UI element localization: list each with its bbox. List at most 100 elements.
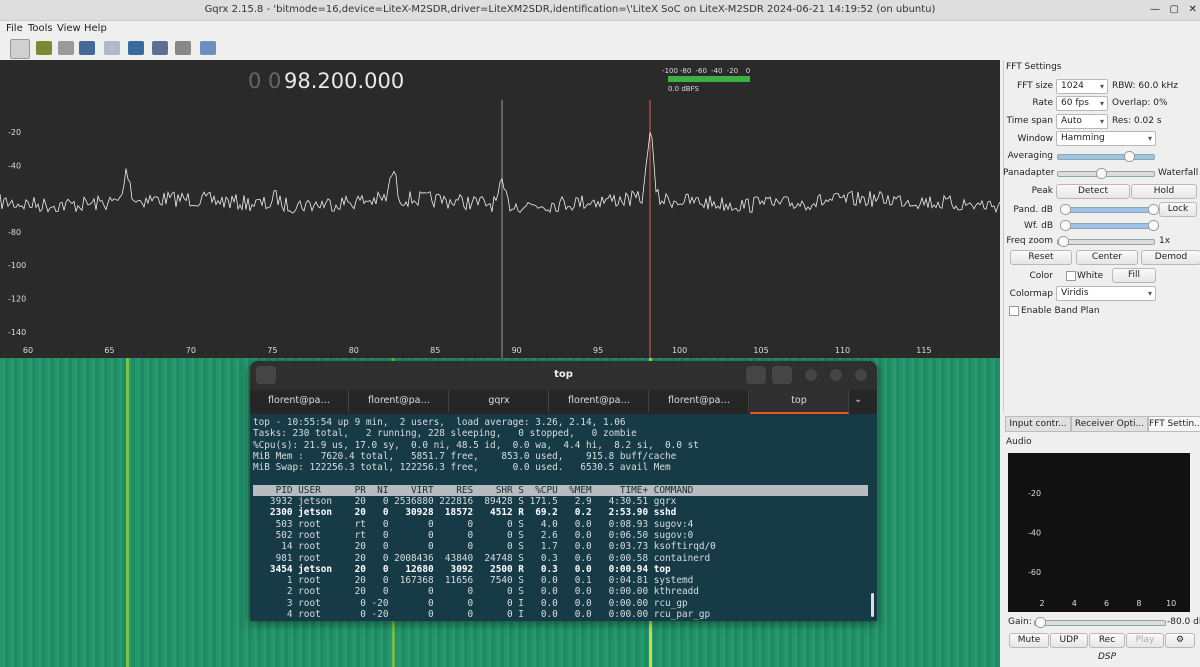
x-tick-label: 65: [104, 346, 114, 355]
rec-button[interactable]: Rec: [1089, 633, 1125, 648]
label: Gain:: [1008, 617, 1032, 627]
terminal-tab[interactable]: florent@pa…: [650, 390, 749, 412]
open-button[interactable]: [58, 41, 74, 55]
rbw: RBW: 60.0 kHz: [1112, 81, 1178, 91]
spectrum-plot: 0 0 98.200.000 0.0 dBFS -20-40-80-100-12…: [0, 60, 1000, 358]
pand-db-slider[interactable]: [1060, 204, 1159, 215]
meter-tick-label: -60: [695, 67, 706, 75]
frequency[interactable]: 98.200.000: [284, 69, 404, 93]
terminal-line: top - 10:55:54 up 9 min, 2 users, load a…: [253, 417, 626, 428]
save-button[interactable]: [79, 41, 95, 55]
start-button[interactable]: [10, 39, 30, 59]
window-controls[interactable]: — ▢ ✕: [1150, 4, 1197, 15]
meter-tick-label: -40: [711, 67, 722, 75]
process-row: 503 root rt 0 0 0 0 S 4.0 0.0 0:08.93 su…: [253, 518, 694, 530]
demod-button[interactable]: Demod: [1141, 250, 1200, 265]
process-row: 1 root 20 0 167368 11656 7540 S 0.0 0.1 …: [253, 575, 694, 587]
new-tab-button[interactable]: [256, 366, 276, 384]
display-button[interactable]: [128, 41, 144, 55]
averaging-slider[interactable]: [1057, 151, 1155, 162]
terminal-window: top florent@pa… florent@pa… gqrx florent@pa…: [250, 361, 877, 621]
y-tick-label: -20: [1028, 489, 1041, 498]
search-button[interactable]: [746, 366, 766, 384]
x-tick-label: 10: [1166, 599, 1176, 608]
freq-zoom-slider[interactable]: [1057, 236, 1155, 247]
y-tick-label: -140: [8, 328, 26, 337]
label: Rate: [1032, 98, 1053, 108]
menu-item[interactable]: File: [6, 23, 23, 34]
label: Pand. dB: [1013, 205, 1053, 215]
dock-tab[interactable]: Input contr...: [1005, 416, 1071, 432]
process-row: 3 root 0 -20 0 0 0 I 0.0 0.0 0:00.00 rcu…: [253, 597, 688, 609]
overlap: Overlap: 0%: [1112, 98, 1168, 108]
terminal-tab[interactable]: florent@pa…: [350, 390, 449, 412]
terminal-tab[interactable]: gqrx: [450, 390, 549, 412]
terminal-line: Tasks: 230 total, 2 running, 228 sleepin…: [253, 428, 637, 440]
wf-db-slider[interactable]: [1060, 220, 1159, 231]
process-row: 2 root 20 0 0 0 0 S 0.0 0.0 0:00.00 kthr…: [253, 586, 699, 598]
tab-list-button[interactable]: ⌄: [854, 394, 863, 405]
dock-tab[interactable]: Receiver Opti...: [1071, 416, 1148, 432]
band-plan-checkbox[interactable]: [1009, 306, 1019, 316]
minimize-button[interactable]: [805, 369, 817, 381]
process-row: 3932 jetson 20 0 2536880 222816 89428 S …: [253, 496, 677, 508]
terminal-tab[interactable]: florent@pa…: [250, 390, 349, 412]
label: Color: [1029, 271, 1054, 281]
label: Waterfall: [1158, 168, 1199, 178]
menu-item[interactable]: Tools: [28, 23, 53, 34]
fft-size-combo[interactable]: 1024: [1056, 79, 1108, 94]
y-tick-label: -40: [8, 161, 21, 170]
fill-button[interactable]: Fill: [1112, 268, 1156, 283]
y-tick-label: -40: [1028, 529, 1041, 538]
center-button[interactable]: Center: [1076, 250, 1138, 265]
terminal-line: %Cpu(s): 21.9 us, 17.0 sy, 0.0 ni, 48.5 …: [253, 439, 699, 451]
colormap-combo[interactable]: Viridis: [1056, 286, 1156, 301]
x-tick-label: 6: [1104, 599, 1109, 608]
window-combo[interactable]: Hamming: [1056, 131, 1156, 146]
reset-button[interactable]: Reset: [1010, 250, 1072, 265]
process-table-header: PID USER PR NI VIRT RES SHR S %CPU %MEM …: [253, 484, 868, 497]
terminal-tab[interactable]: florent@pa…: [550, 390, 649, 412]
dock-tab-active[interactable]: FFT Settin...: [1148, 416, 1200, 432]
label: Window: [1017, 134, 1054, 144]
gain-slider[interactable]: [1034, 617, 1166, 628]
play-button[interactable]: Play: [1126, 633, 1164, 648]
menu-item[interactable]: Help: [84, 23, 107, 34]
mute-button[interactable]: Mute: [1009, 633, 1049, 648]
fullscreen-button[interactable]: [200, 41, 216, 55]
maximize-button[interactable]: [830, 369, 842, 381]
tools-button[interactable]: [175, 41, 191, 55]
config-button[interactable]: [104, 41, 120, 55]
menu-button[interactable]: [772, 366, 792, 384]
rate-combo[interactable]: 60 fps: [1056, 96, 1108, 111]
x-tick-label: 105: [753, 346, 768, 355]
x-tick-label: 2: [1039, 599, 1044, 608]
terminal-tab-active[interactable]: top: [750, 390, 849, 414]
remote-button[interactable]: [152, 41, 168, 55]
process-row: 4 root 0 -20 0 0 0 I 0.0 0.0 0:00.00 rcu…: [253, 609, 711, 621]
scrollbar[interactable]: [871, 593, 874, 617]
label: Panadapter: [1003, 168, 1055, 178]
detect-button[interactable]: Detect: [1056, 184, 1130, 199]
x-tick-label: 85: [430, 346, 440, 355]
process-row: 2300 jetson 20 0 30928 18572 4512 R 69.2…: [253, 507, 677, 519]
res: Res: 0.02 s: [1112, 116, 1162, 126]
settings-button[interactable]: ⚙: [1165, 633, 1195, 648]
x-tick-label: 90: [512, 346, 522, 355]
lock-button[interactable]: Lock: [1159, 202, 1197, 217]
device-button[interactable]: [36, 41, 52, 55]
hold-button[interactable]: Hold: [1131, 184, 1197, 199]
label: Peak: [1031, 186, 1053, 196]
x-tick-label: 100: [672, 346, 687, 355]
x-tick-label: 95: [593, 346, 603, 355]
frequency-leading[interactable]: 0 0: [248, 69, 281, 93]
time-span-combo[interactable]: Auto: [1056, 114, 1108, 129]
terminal-tabs: florent@pa… florent@pa… gqrx florent@pa… flo…: [250, 390, 877, 414]
x-tick-label: 75: [267, 346, 277, 355]
udp-button[interactable]: UDP: [1050, 633, 1088, 648]
white-checkbox[interactable]: [1066, 271, 1076, 281]
pan-wf-slider[interactable]: [1057, 168, 1155, 179]
menu-item[interactable]: View: [57, 23, 81, 34]
close-button[interactable]: [855, 369, 867, 381]
